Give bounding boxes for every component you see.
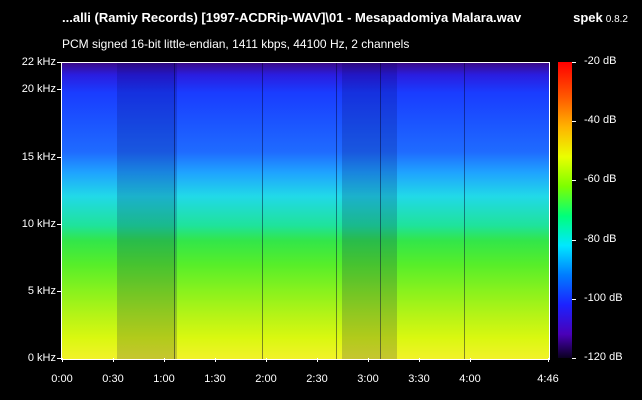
time-label: 1:00: [153, 373, 175, 385]
app-name-text: spek: [573, 10, 603, 25]
freq-label: 20 kHz: [21, 83, 56, 95]
spectrogram-shade: [342, 63, 397, 359]
time-tick: [266, 358, 267, 362]
freq-tick: [57, 62, 61, 63]
app-name: spek 0.8.2: [573, 10, 628, 25]
time-tick: [164, 358, 165, 362]
time-label: 2:00: [255, 373, 277, 385]
spectrogram[interactable]: [61, 62, 550, 360]
freq-tick: [57, 358, 61, 359]
audio-info: PCM signed 16-bit little-endian, 1411 kb…: [62, 37, 410, 51]
time-tick: [62, 358, 63, 362]
time-tick: [368, 358, 369, 362]
time-label: 0:30: [102, 373, 124, 385]
time-label: 1:30: [204, 373, 226, 385]
db-label: -60 dB: [584, 173, 617, 185]
time-label: 4:00: [459, 373, 481, 385]
db-tick: [572, 299, 576, 300]
app-version: 0.8.2: [605, 14, 628, 25]
time-label: 0:00: [51, 373, 73, 385]
time-label: 4:46: [537, 373, 559, 385]
spectrogram-shade: [117, 63, 177, 359]
time-label: 3:00: [357, 373, 379, 385]
spectrogram-band: [336, 63, 337, 359]
freq-tick: [57, 224, 61, 225]
time-tick: [215, 358, 216, 362]
db-label: -120 dB: [584, 351, 623, 363]
db-tick: [572, 180, 576, 181]
freq-label: 10 kHz: [21, 218, 56, 230]
spectrogram-band: [174, 63, 175, 359]
db-tick: [572, 62, 576, 63]
db-label: -100 dB: [584, 292, 623, 304]
spectrogram-band: [380, 63, 381, 359]
freq-label: 0 kHz: [27, 352, 56, 364]
db-tick: [572, 358, 576, 359]
spectrogram-band: [262, 63, 263, 359]
db-tick: [572, 121, 576, 122]
time-label: 3:30: [408, 373, 430, 385]
db-tick: [572, 240, 576, 241]
time-tick: [113, 358, 114, 362]
file-title: ...alli (Ramiy Records) [1997-ACDRip-WAV…: [62, 10, 522, 25]
db-label: -40 dB: [584, 114, 617, 126]
time-tick: [317, 358, 318, 362]
freq-label: 5 kHz: [27, 285, 56, 297]
time-label: 2:30: [306, 373, 328, 385]
db-label: -80 dB: [584, 233, 617, 245]
db-label: -20 dB: [584, 55, 617, 67]
spectrogram-band: [464, 63, 465, 359]
freq-tick: [57, 291, 61, 292]
time-tick: [419, 358, 420, 362]
freq-label: 15 kHz: [21, 151, 56, 163]
time-tick: [548, 358, 549, 362]
freq-label: 22 kHz: [21, 56, 56, 68]
freq-tick: [57, 157, 61, 158]
time-tick: [470, 358, 471, 362]
db-scale-bar: [558, 62, 572, 358]
freq-tick: [57, 89, 61, 90]
